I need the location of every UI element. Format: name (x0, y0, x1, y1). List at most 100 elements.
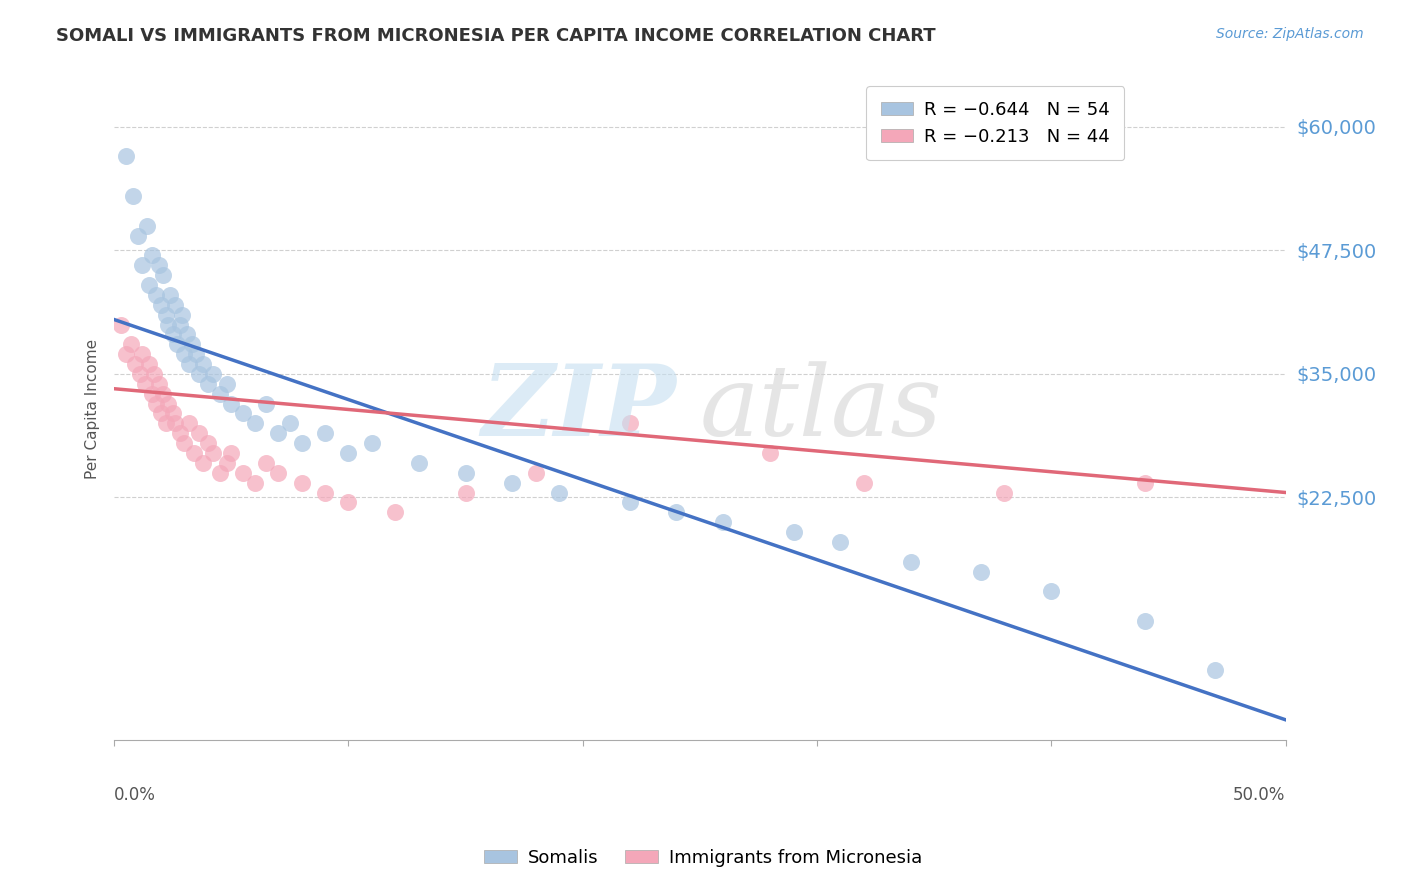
Point (267, 466, 290, 480)
Text: atlas: atlas (700, 361, 942, 456)
Point (501, 475, 523, 490)
Point (183, 446, 205, 460)
Point (145, 288, 167, 302)
Text: SOMALI VS IMMIGRANTS FROM MICRONESIA PER CAPITA INCOME CORRELATION CHART: SOMALI VS IMMIGRANTS FROM MICRONESIA PER… (56, 27, 936, 45)
Point (337, 446, 360, 460)
Point (138, 357, 160, 371)
Point (193, 456, 215, 470)
Point (619, 495, 641, 509)
Point (256, 396, 278, 410)
Point (267, 426, 290, 441)
Point (197, 376, 219, 391)
Point (152, 268, 174, 282)
Legend: Somalis, Immigrants from Micronesia: Somalis, Immigrants from Micronesia (477, 842, 929, 874)
Point (138, 277, 160, 292)
Point (148, 376, 170, 391)
Point (221, 446, 243, 460)
Point (314, 485, 336, 500)
Point (157, 396, 180, 410)
Point (278, 417, 301, 431)
Point (169, 318, 191, 332)
Y-axis label: Per Capita Income: Per Capita Income (86, 338, 100, 479)
Point (131, 258, 153, 272)
Point (157, 318, 180, 332)
Point (187, 426, 209, 441)
Point (830, 535, 852, 549)
Point (1040, 584, 1063, 599)
Point (215, 376, 238, 391)
Point (665, 505, 688, 519)
Point (165, 298, 187, 312)
Point (172, 308, 194, 322)
Point (454, 485, 477, 500)
Point (361, 436, 384, 450)
Point (150, 406, 173, 420)
Point (162, 327, 184, 342)
Point (186, 347, 208, 361)
Point (221, 396, 243, 410)
Point (408, 456, 430, 470)
Point (337, 495, 360, 509)
Point (127, 228, 149, 243)
Point (162, 406, 184, 420)
Point (169, 426, 191, 441)
Point (1133, 614, 1156, 628)
Point (232, 466, 254, 480)
Point (900, 555, 922, 569)
Point (619, 417, 641, 431)
Point (291, 475, 314, 490)
Point (243, 417, 266, 431)
Point (141, 248, 163, 262)
Point (141, 386, 163, 401)
Point (143, 367, 166, 381)
Point (193, 357, 215, 371)
Point (131, 347, 153, 361)
Point (122, 189, 145, 203)
Point (124, 357, 146, 371)
Point (384, 505, 406, 519)
Point (134, 376, 156, 391)
Point (548, 485, 571, 500)
Text: 0.0%: 0.0% (114, 786, 156, 804)
Point (993, 485, 1015, 500)
Point (165, 417, 187, 431)
Point (110, 318, 132, 332)
Point (150, 298, 173, 312)
Point (129, 367, 152, 381)
Point (148, 258, 170, 272)
Point (187, 367, 209, 381)
Point (208, 386, 231, 401)
Point (711, 515, 734, 529)
Point (201, 367, 224, 381)
Text: Source: ZipAtlas.com: Source: ZipAtlas.com (1216, 27, 1364, 41)
Point (256, 456, 278, 470)
Point (201, 446, 224, 460)
Point (291, 436, 314, 450)
Point (759, 446, 782, 460)
Point (115, 149, 138, 163)
Legend: R = −0.644   N = 54, R = −0.213   N = 44: R = −0.644 N = 54, R = −0.213 N = 44 (866, 87, 1125, 161)
Point (314, 426, 336, 441)
Point (180, 337, 202, 351)
Point (155, 308, 177, 322)
Point (243, 475, 266, 490)
Point (454, 466, 477, 480)
Point (782, 524, 804, 539)
Point (176, 327, 198, 342)
Point (179, 357, 201, 371)
Point (1204, 664, 1226, 678)
Point (155, 417, 177, 431)
Point (166, 337, 188, 351)
Point (179, 417, 201, 431)
Point (215, 456, 238, 470)
Point (1133, 475, 1156, 490)
Point (852, 475, 875, 490)
Point (120, 337, 142, 351)
Point (197, 436, 219, 450)
Point (136, 219, 159, 233)
Text: 50.0%: 50.0% (1233, 786, 1285, 804)
Point (145, 396, 167, 410)
Point (152, 386, 174, 401)
Point (173, 436, 195, 450)
Point (159, 288, 181, 302)
